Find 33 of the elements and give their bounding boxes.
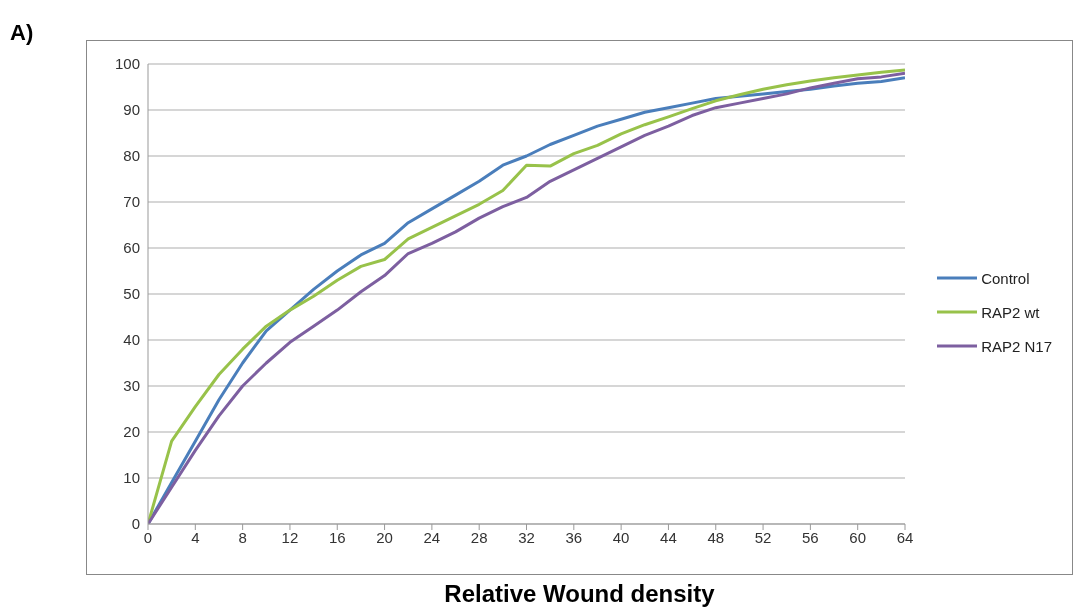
y-tick-label: 30 (123, 377, 140, 395)
text: A) (10, 20, 34, 46)
x-tick-label: 56 (802, 528, 819, 546)
x-tick-label: 20 (376, 528, 393, 546)
x-tick-label: 28 (470, 528, 488, 546)
x-tick-label: 44 (660, 528, 677, 546)
x-tick-label: 36 (565, 528, 583, 546)
legend-label: RAP2 N17 (981, 337, 1052, 355)
y-tick-label: 60 (123, 239, 140, 257)
y-tick-label: 70 (123, 193, 140, 211)
x-tick-label: 64 (896, 528, 914, 546)
x-tick-label: 52 (754, 528, 772, 546)
x-tick-label: 48 (707, 528, 725, 546)
y-tick-label: 50 (123, 285, 140, 303)
x-tick-label: 4 (191, 528, 200, 546)
x-tick-label: 8 (238, 528, 247, 546)
x-tick-label: 40 (612, 528, 630, 546)
y-tick-label: 100 (114, 55, 140, 73)
x-axis-title: Relative Wound density (443, 580, 716, 608)
legend-label: RAP2 wt (981, 303, 1040, 321)
y-tick-label: 40 (123, 331, 140, 349)
legend-label: Control (981, 269, 1030, 287)
y-tick-label: 90 (123, 101, 140, 119)
x-tick-label: 32 (518, 528, 535, 546)
y-tick-label: 20 (123, 423, 140, 441)
y-tick-label: 80 (123, 147, 140, 165)
x-tick-label: 24 (423, 528, 441, 546)
x-tick-label: 16 (328, 528, 346, 546)
x-tick-label: 12 (281, 528, 299, 546)
y-tick-label: 0 (131, 515, 140, 533)
x-tick-label: 0 (143, 528, 153, 546)
x-tick-label: 60 (849, 528, 867, 546)
y-tick-label: 10 (123, 469, 140, 487)
